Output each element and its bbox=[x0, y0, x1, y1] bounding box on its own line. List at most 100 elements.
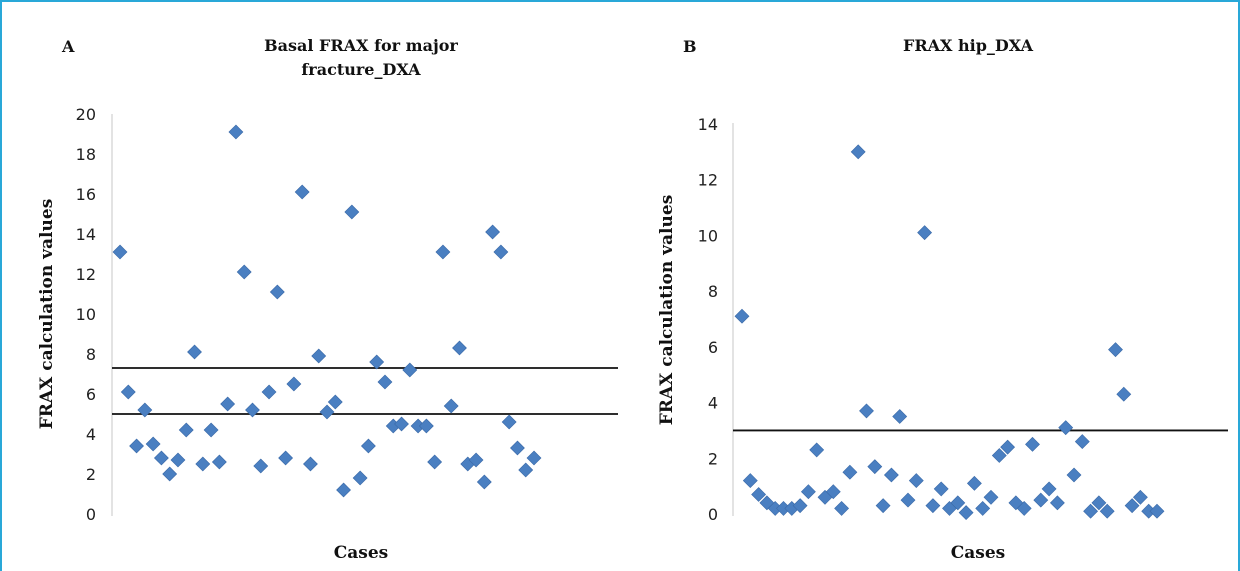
panel-b-data-point bbox=[925, 498, 941, 514]
panel-a-data-point bbox=[510, 440, 525, 456]
panel-a-data-point bbox=[269, 284, 285, 300]
panel-b-data-point bbox=[859, 403, 874, 419]
panel-b-data-point bbox=[1066, 467, 1082, 483]
panel-a-data-point bbox=[195, 456, 211, 472]
panel-b-data-point bbox=[975, 501, 991, 516]
panel-b-y-tick-label: 8 bbox=[708, 282, 718, 301]
panel-b-data-point bbox=[842, 464, 858, 480]
panel-b-y-axis-label: FRAX calculation values bbox=[657, 195, 677, 426]
panel-b-data-point bbox=[908, 473, 924, 488]
chart-panel-a: A Basal FRAX for major fracture_DXA FRAX… bbox=[37, 36, 618, 563]
panel-b-data-point bbox=[875, 498, 891, 514]
panel-a-data-point bbox=[427, 454, 443, 470]
panel-a-y-tick-label: 10 bbox=[76, 305, 96, 324]
panel-a-data-point bbox=[402, 362, 418, 378]
panel-b-data-point bbox=[950, 495, 966, 511]
panel-b-y-tick-label: 0 bbox=[708, 505, 718, 524]
panel-a-y-tick-label: 12 bbox=[76, 265, 96, 284]
panel-a-points bbox=[112, 124, 542, 498]
panel-a-data-point bbox=[228, 124, 244, 140]
panel-a-data-point bbox=[203, 422, 219, 438]
panel-b-data-point bbox=[825, 484, 841, 500]
panel-a-data-point bbox=[137, 402, 153, 418]
panel-a-data-point bbox=[145, 436, 161, 452]
panel-a-data-point bbox=[236, 264, 252, 280]
panel-a-data-point bbox=[352, 470, 368, 486]
panel-a-x-axis-label: Cases bbox=[334, 543, 389, 563]
panel-b-data-point bbox=[850, 144, 866, 160]
panel-b-points bbox=[734, 144, 1165, 521]
panel-a-y-tick-label: 8 bbox=[86, 345, 96, 364]
panel-b-data-point bbox=[883, 467, 899, 483]
panel-b-data-point bbox=[917, 225, 933, 241]
panel-b-data-point bbox=[1041, 481, 1057, 497]
panel-b-data-point bbox=[900, 492, 916, 508]
panel-b-data-point bbox=[991, 448, 1007, 463]
panel-a-data-point bbox=[344, 204, 360, 220]
panel-a-data-point bbox=[170, 452, 186, 468]
panel-a-data-point bbox=[468, 452, 484, 468]
panel-a-data-point bbox=[153, 450, 169, 466]
panel-b-data-point bbox=[1000, 439, 1016, 455]
panel-a-y-ticks: 0 2 4 6 8 10 12 14 16 18 20 bbox=[76, 105, 96, 524]
panel-a-y-tick-label: 20 bbox=[76, 105, 96, 124]
panel-a-y-axis-label: FRAX calculation values bbox=[37, 199, 57, 430]
panel-b-data-point bbox=[1149, 503, 1165, 519]
panel-b-data-point bbox=[983, 489, 999, 505]
panel-a-title-line-1: Basal FRAX for major bbox=[264, 36, 458, 55]
panel-b-data-point bbox=[1033, 492, 1049, 508]
panel-a-data-point bbox=[278, 450, 294, 466]
panel-b-data-point bbox=[1116, 386, 1132, 402]
panel-b-data-point bbox=[1091, 495, 1107, 511]
panel-b-data-point bbox=[742, 473, 758, 488]
panel-b-data-point bbox=[958, 505, 974, 521]
panel-a-reference-lines bbox=[112, 367, 618, 415]
panel-a-data-point bbox=[526, 450, 542, 466]
panel-b-y-ticks: 0 2 4 6 8 10 12 14 bbox=[698, 115, 718, 524]
panel-a-data-point bbox=[253, 458, 269, 474]
panel-a-data-point bbox=[211, 454, 227, 470]
panel-b-data-point bbox=[1132, 489, 1148, 505]
panel-b-data-point bbox=[809, 442, 825, 458]
panel-a-y-tick-label: 18 bbox=[76, 145, 96, 164]
panel-a-y-tick-label: 16 bbox=[76, 185, 96, 204]
panel-a-data-point bbox=[319, 404, 335, 420]
panel-a-data-point bbox=[518, 462, 534, 478]
panel-b-y-tick-label: 4 bbox=[708, 394, 718, 413]
panel-a-label: A bbox=[61, 37, 75, 56]
panel-b-y-tick-label: 2 bbox=[708, 449, 718, 468]
panel-b-data-point bbox=[1083, 503, 1099, 519]
panel-a-data-point bbox=[303, 456, 318, 472]
panel-a-data-point bbox=[311, 348, 327, 364]
panel-b-label: B bbox=[683, 37, 697, 56]
panel-b-data-point bbox=[1058, 420, 1074, 436]
panel-b-data-point bbox=[1108, 342, 1123, 358]
panel-a-y-tick-label: 0 bbox=[86, 505, 96, 524]
panel-a-data-point bbox=[493, 244, 509, 260]
chart-panel-b: B FRAX hip_DXA FRAX calculation values C… bbox=[657, 36, 1228, 563]
panel-b-y-tick-label: 10 bbox=[698, 226, 718, 245]
panel-b-y-tick-label: 14 bbox=[698, 115, 718, 134]
panel-a-data-point bbox=[336, 482, 351, 498]
panel-a-data-point bbox=[162, 466, 178, 482]
panel-b-data-point bbox=[1049, 495, 1065, 511]
panel-a-data-point bbox=[360, 438, 376, 454]
panel-a-data-point bbox=[245, 402, 260, 418]
panel-b-data-point bbox=[1099, 503, 1115, 519]
panel-b-data-point bbox=[867, 459, 883, 475]
panel-b-data-point bbox=[892, 409, 908, 424]
panel-a-data-point bbox=[452, 340, 467, 356]
panel-a-data-point bbox=[220, 396, 236, 412]
panel-b-data-point bbox=[1074, 434, 1090, 449]
panel-b-data-point bbox=[1025, 436, 1040, 452]
panel-a-data-point bbox=[369, 354, 385, 370]
panel-a-data-point bbox=[294, 184, 310, 200]
panel-a-title-line-2: fracture_DXA bbox=[301, 60, 421, 79]
panel-b-y-tick-label: 12 bbox=[698, 171, 718, 190]
panel-b-data-point bbox=[966, 475, 982, 491]
panel-a-data-point bbox=[286, 376, 302, 392]
panel-b-data-point bbox=[1124, 498, 1140, 514]
panel-b-data-point bbox=[800, 484, 816, 500]
